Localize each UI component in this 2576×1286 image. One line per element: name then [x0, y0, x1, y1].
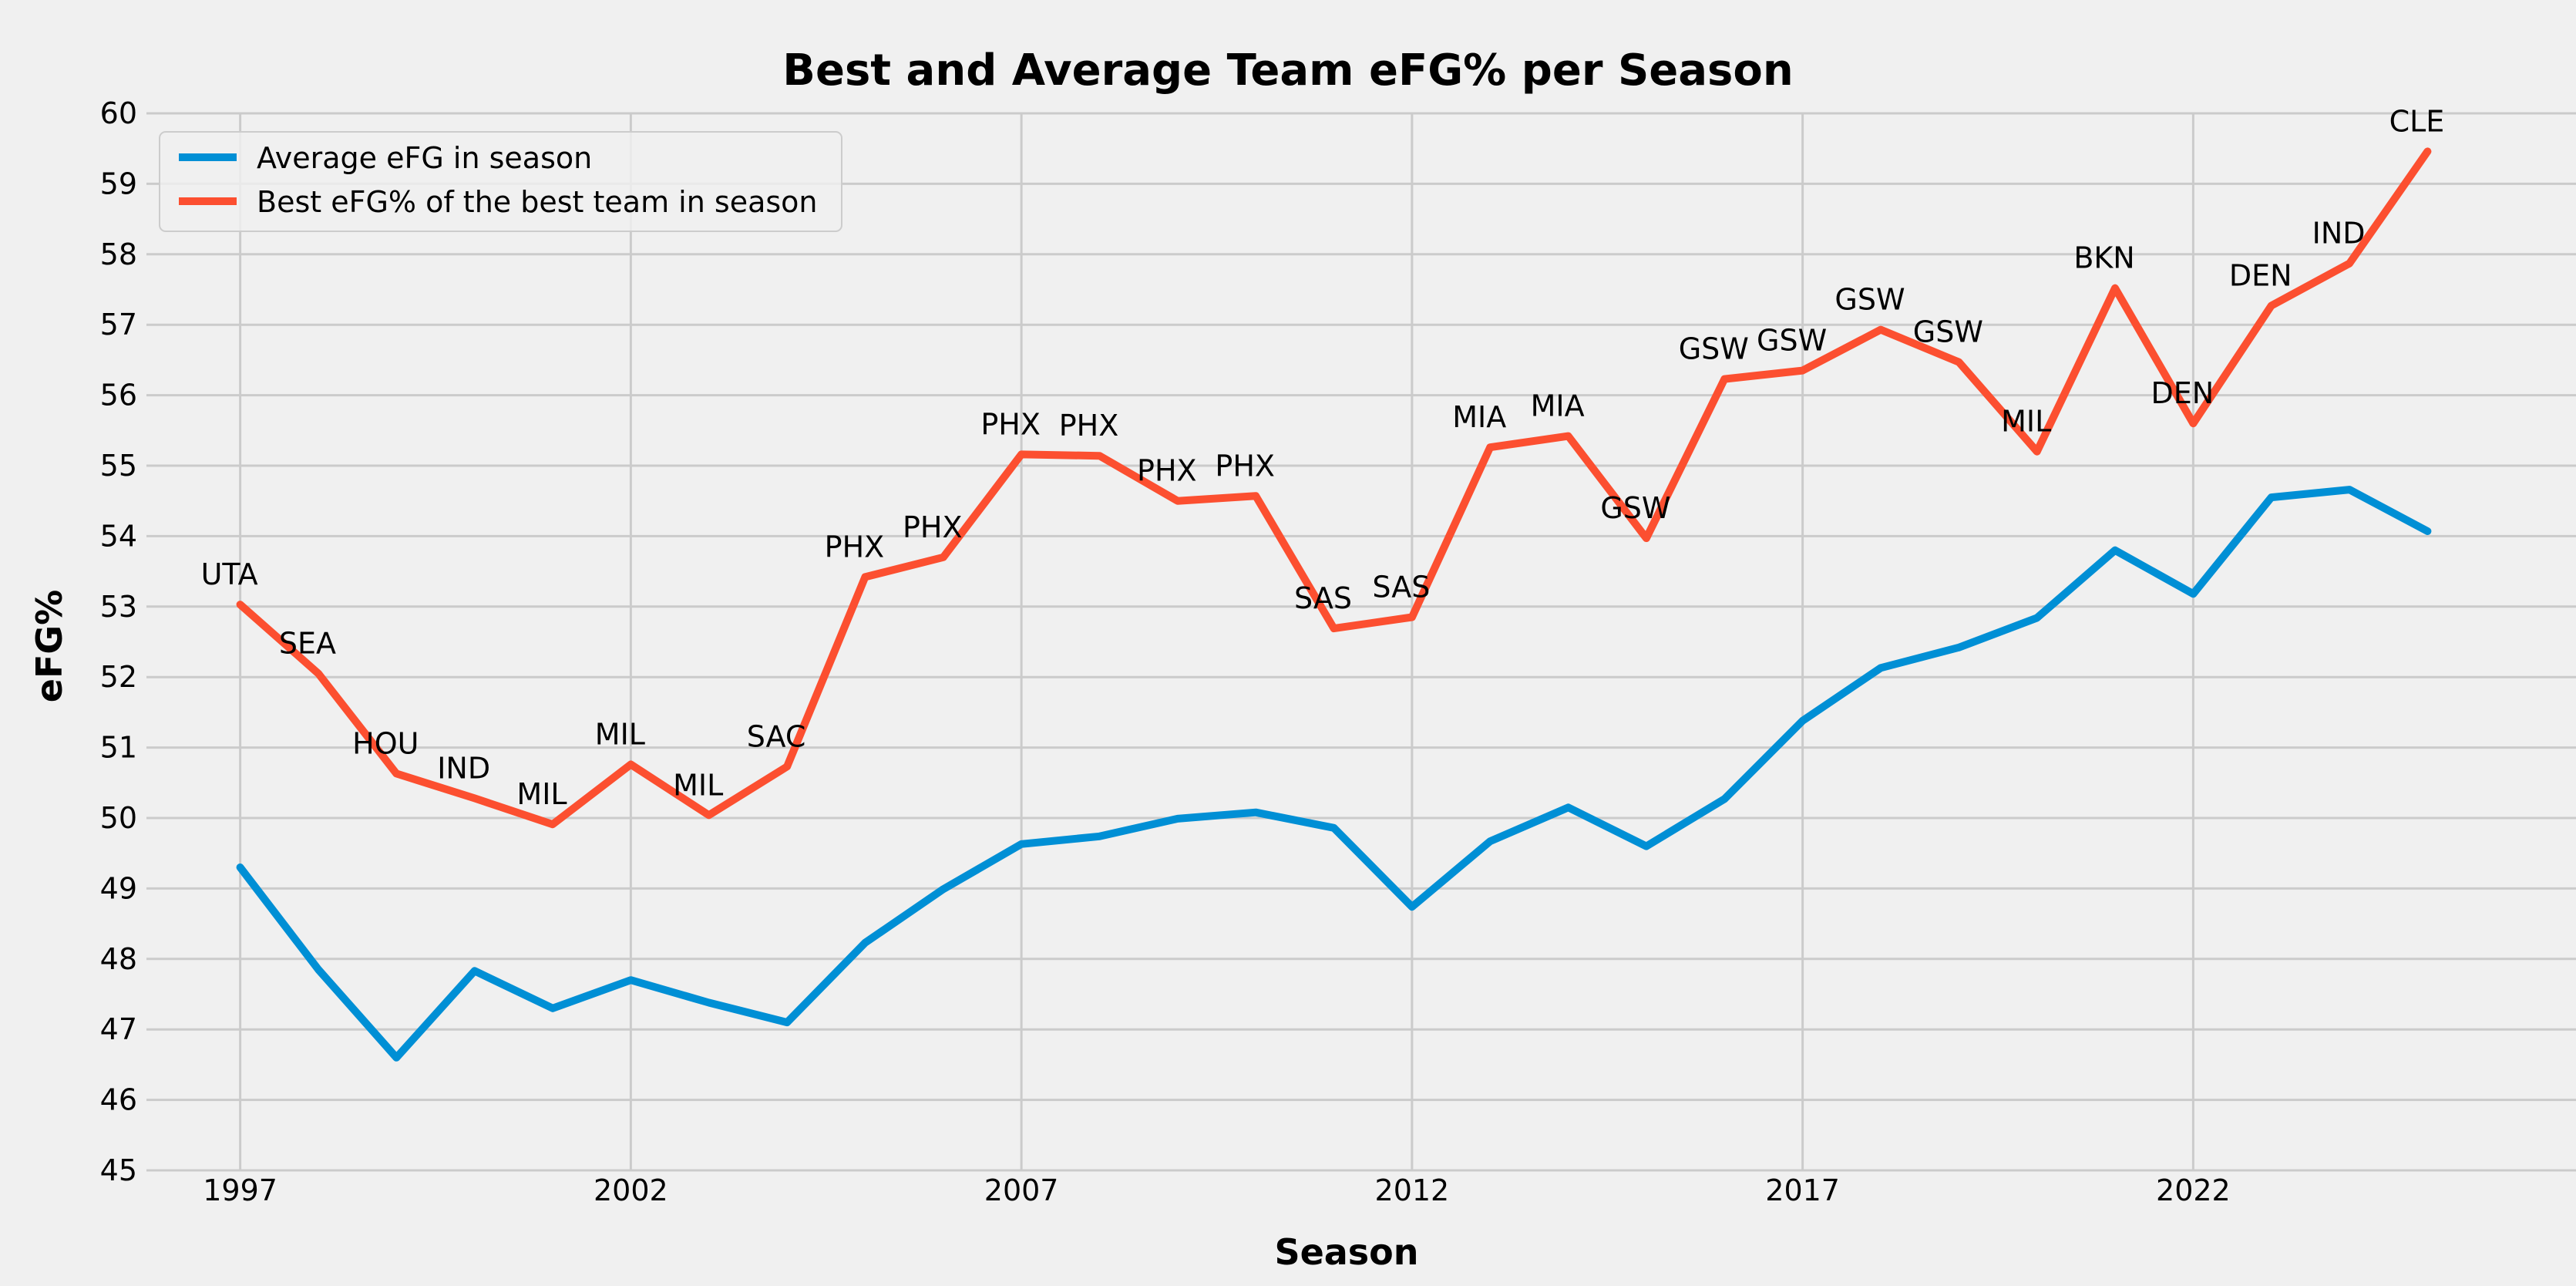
y-tick-label: 47	[100, 1012, 137, 1046]
y-tick-label: 48	[100, 942, 137, 976]
y-tick-label: 51	[100, 731, 137, 765]
team-annotation: IND	[2312, 217, 2366, 251]
legend-frame	[159, 131, 842, 232]
team-annotation: PHX	[1059, 409, 1119, 443]
x-tick-label: 2017	[1765, 1173, 1840, 1207]
team-annotation: BKN	[2073, 241, 2134, 275]
team-annotation: DEN	[2229, 259, 2292, 293]
legend-label-best: Best eFG% of the best team in season	[257, 185, 818, 219]
team-annotation: MIA	[1531, 389, 1585, 423]
team-annotation: PHX	[1215, 449, 1275, 483]
team-annotation: MIA	[1452, 400, 1506, 434]
team-annotation: PHX	[1137, 454, 1197, 488]
team-annotation: SEA	[279, 627, 336, 661]
y-tick-label: 56	[100, 379, 137, 412]
axis-ticks: 45 46 47 48 49 50 51 52 53 54 55 56 57 58 59 60 1997 2002…	[100, 96, 2231, 1207]
team-annotation: GSW	[1834, 283, 1905, 317]
x-tick-label: 2002	[594, 1173, 668, 1207]
average-efg-line	[236, 486, 2432, 1062]
y-tick-label: 57	[100, 308, 137, 342]
y-tick-label: 55	[100, 449, 137, 483]
x-tick-label: 2012	[1375, 1173, 1450, 1207]
team-annotation: GSW	[1913, 315, 1983, 349]
x-tick-label: 1997	[203, 1173, 277, 1207]
team-annotation: GSW	[1679, 332, 1749, 366]
team-annotation: PHX	[980, 407, 1041, 441]
y-tick-label: 59	[100, 167, 137, 200]
team-annotation: MIL	[516, 777, 567, 811]
chart-title: Best and Average Team eFG% per Season	[782, 45, 1793, 96]
y-axis-label: eFG%	[29, 590, 70, 702]
team-annotation: SAC	[747, 719, 806, 753]
best-efg-line	[236, 147, 2432, 829]
team-annotation: PHX	[903, 510, 963, 544]
legend-label-average: Average eFG in season	[257, 141, 592, 175]
team-annotation: SAS	[1372, 571, 1430, 604]
team-annotation: GSW	[1757, 324, 1827, 358]
x-axis-label: Season	[1274, 1231, 1418, 1273]
y-tick-label: 46	[100, 1083, 137, 1117]
y-tick-label: 49	[100, 871, 137, 905]
team-annotation: PHX	[825, 530, 885, 564]
y-tick-label: 58	[100, 237, 137, 271]
y-tick-label: 54	[100, 519, 137, 553]
series-lines	[236, 147, 2432, 1062]
team-annotation: CLE	[2389, 104, 2445, 138]
y-tick-label: 45	[100, 1153, 137, 1187]
y-tick-label: 52	[100, 660, 137, 694]
point-annotations: UTA SEA HOU IND MIL MIL MIL SAC PHX PHX PHX PHX PHX P…	[201, 104, 2445, 811]
y-tick-label: 53	[100, 590, 137, 624]
team-annotation: SAS	[1294, 581, 1352, 615]
x-tick-label: 2007	[984, 1173, 1059, 1207]
team-annotation: DEN	[2151, 376, 2214, 410]
x-tick-label: 2022	[2156, 1173, 2231, 1207]
legend: Average eFG in season Best eFG% of the b…	[159, 131, 842, 232]
team-annotation: MIL	[2001, 405, 2051, 439]
team-annotation: MIL	[673, 768, 723, 802]
team-annotation: IND	[437, 751, 490, 785]
team-annotation: MIL	[595, 718, 645, 752]
grid	[146, 112, 2576, 1172]
y-tick-label: 60	[100, 96, 137, 130]
team-annotation: GSW	[1600, 491, 1670, 525]
team-annotation: HOU	[352, 726, 419, 760]
team-annotation: UTA	[201, 557, 258, 591]
y-tick-label: 50	[100, 801, 137, 835]
